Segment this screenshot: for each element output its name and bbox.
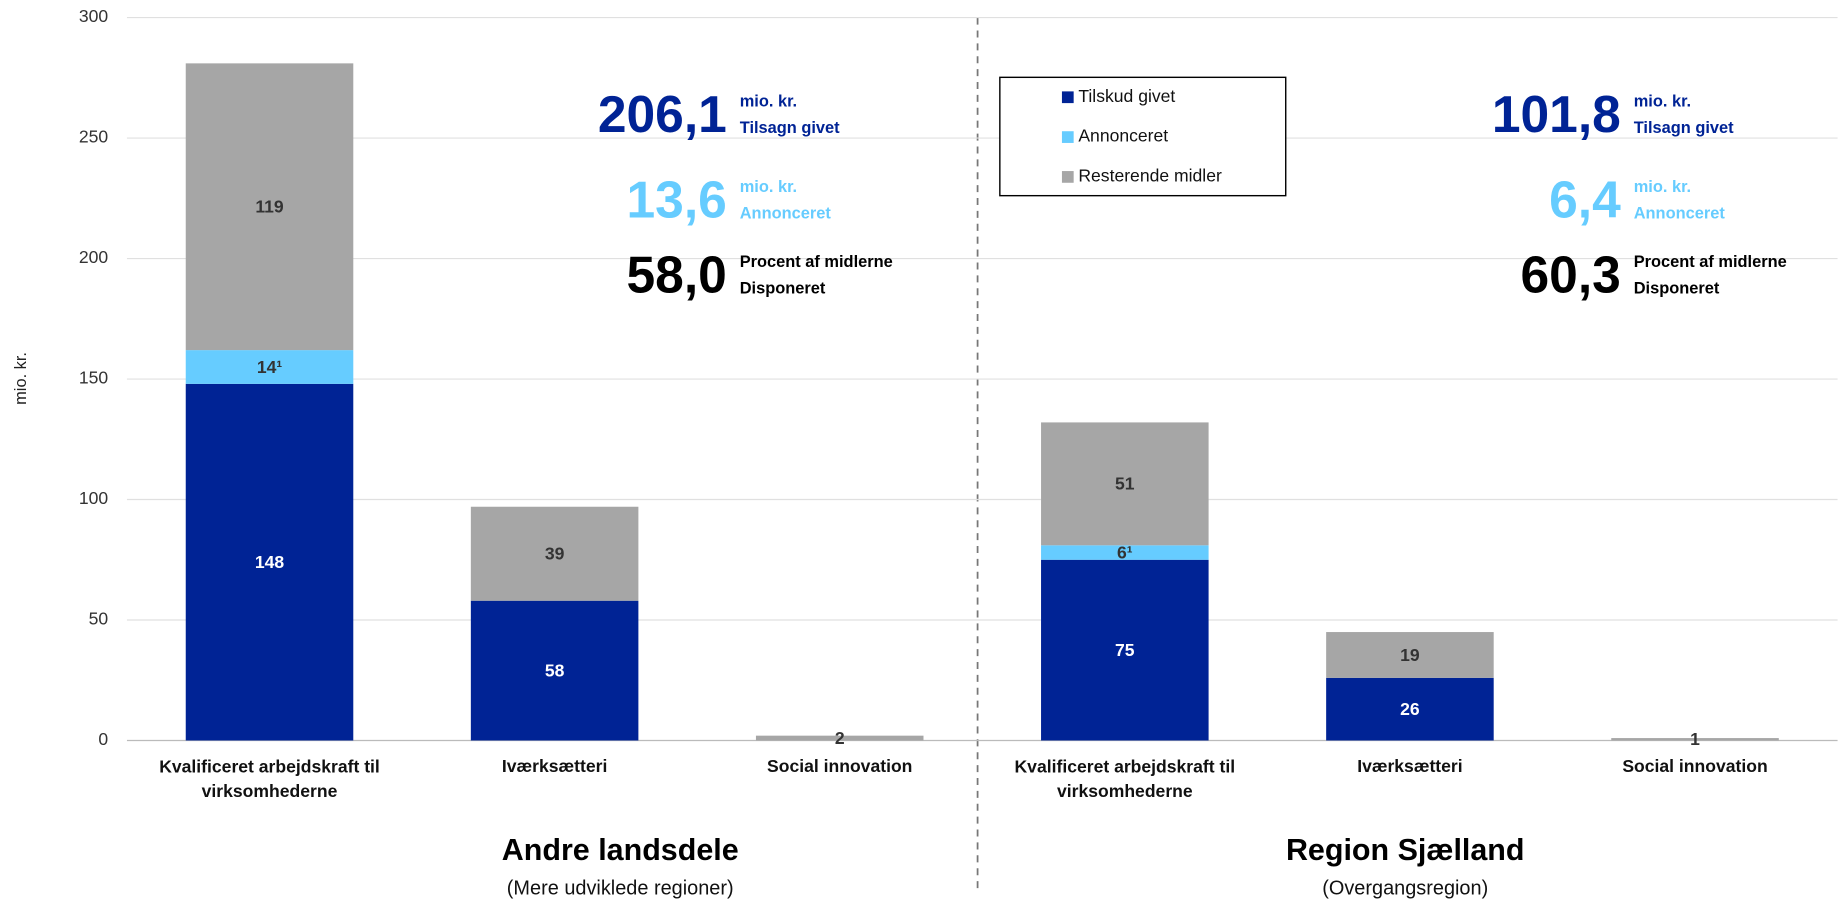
- group-subtitle: (Mere udviklede regioner): [507, 878, 734, 900]
- legend-swatch: [1061, 131, 1074, 143]
- data-label: 6¹: [1117, 542, 1133, 562]
- data-label: 1: [1690, 729, 1700, 749]
- x-tick-label: Social innovation: [767, 756, 912, 776]
- stat-unit: Procent af midlerne: [1634, 253, 1787, 271]
- bar-segment: [185, 383, 354, 741]
- data-label: 75: [1115, 640, 1135, 660]
- y-axis-label: mio. kr.: [12, 352, 30, 405]
- stat-value: 101,8: [1492, 85, 1621, 143]
- data-label: 148: [255, 552, 285, 572]
- x-tick-label: Kvalificeret arbejdskraft til virksomhede…: [1015, 756, 1236, 801]
- x-tick-label: Iværksætteri: [502, 756, 607, 776]
- bar-segment: [1611, 738, 1779, 741]
- data-label: 26: [1400, 699, 1420, 719]
- y-tick-label: 150: [79, 368, 109, 388]
- legend-box: [999, 76, 1287, 197]
- stat-value: 13,6: [627, 170, 727, 228]
- stat-value: 60,3: [1520, 245, 1620, 303]
- group-title: Andre landsdele: [502, 833, 739, 867]
- y-tick-label: 300: [79, 6, 109, 26]
- data-label: 19: [1400, 645, 1420, 665]
- group-subtitle: (Overgangsregion): [1322, 878, 1488, 900]
- y-tick-label: 200: [79, 247, 109, 267]
- bar-segment: [1041, 545, 1209, 560]
- stat-label: Annonceret: [1634, 205, 1726, 223]
- stat-unit: mio. kr.: [1634, 92, 1691, 110]
- data-label: 39: [545, 544, 565, 564]
- x-tick-label: Kvalificeret arbejdskraft til virksomhede…: [159, 756, 380, 801]
- legend-label: Tilskud givet: [1078, 86, 1175, 106]
- stat-label: Disponeret: [1634, 280, 1720, 298]
- stat-unit: mio. kr.: [740, 178, 797, 196]
- stat-unit: mio. kr.: [740, 92, 797, 110]
- data-label: 14¹: [257, 357, 283, 377]
- stat-label: Tilsagn givet: [740, 119, 840, 137]
- data-label: 58: [545, 660, 565, 680]
- data-label: 51: [1115, 474, 1135, 494]
- stat-label: Annonceret: [740, 205, 832, 223]
- legend-label: Annonceret: [1078, 126, 1168, 146]
- stat-value: 206,1: [598, 85, 727, 143]
- x-tick-label: Social innovation: [1622, 756, 1767, 776]
- legend-label: Resterende midler: [1078, 166, 1222, 186]
- bar-segment: [1041, 559, 1209, 741]
- group-title: Region Sjælland: [1286, 833, 1525, 867]
- bar-segment: [1326, 632, 1494, 678]
- stat-value: 6,4: [1549, 170, 1621, 228]
- stat-unit: mio. kr.: [1634, 178, 1691, 196]
- y-tick-label: 0: [98, 729, 108, 749]
- legend-swatch: [1061, 171, 1074, 183]
- bar-segment: [470, 506, 639, 601]
- bar-segment: [470, 600, 639, 741]
- x-tick-label: Iværksætteri: [1357, 756, 1462, 776]
- bar-segment: [185, 63, 354, 351]
- bar-segment: [1326, 677, 1494, 741]
- bar-segment: [755, 735, 924, 741]
- data-label: 119: [255, 197, 284, 217]
- y-tick-label: 250: [79, 127, 109, 147]
- bar-segment: [1041, 422, 1209, 546]
- data-label: 2: [835, 728, 845, 748]
- stat-unit: Procent af midlerne: [740, 253, 893, 271]
- legend-swatch: [1061, 91, 1074, 104]
- stat-label: Disponeret: [740, 280, 826, 298]
- y-tick-label: 100: [79, 488, 109, 508]
- stat-label: Tilsagn givet: [1634, 119, 1734, 137]
- bar-segment: [185, 350, 354, 384]
- y-tick-label: 50: [89, 609, 109, 629]
- stat-value: 58,0: [627, 245, 727, 303]
